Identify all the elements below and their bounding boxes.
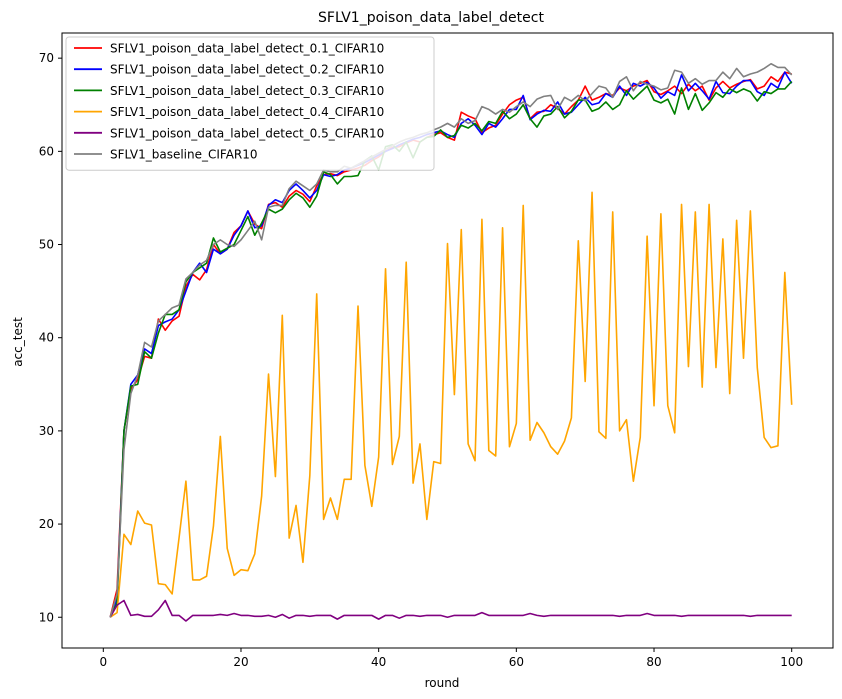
chart-title: SFLV1_poison_data_label_detect: [318, 10, 544, 26]
x-tick-label: 20: [233, 655, 248, 669]
x-tick-label: 60: [509, 655, 524, 669]
y-tick-label: 20: [39, 517, 54, 531]
legend-entry: SFLV1_poison_data_label_detect_0.1_CIFAR…: [110, 42, 384, 56]
legend: SFLV1_poison_data_label_detect_0.1_CIFAR…: [65, 36, 435, 171]
legend-entry: SFLV1_poison_data_label_detect_0.5_CIFAR…: [110, 126, 384, 140]
x-tick-label: 0: [99, 655, 107, 669]
x-tick-label: 40: [371, 655, 386, 669]
y-tick-label: 60: [39, 144, 54, 158]
y-tick-label: 10: [39, 610, 54, 624]
legend-entry: SFLV1_poison_data_label_detect_0.3_CIFAR…: [110, 84, 384, 98]
x-tick-label: 80: [646, 655, 661, 669]
y-tick-label: 70: [39, 51, 54, 65]
x-tick-label: 100: [780, 655, 803, 669]
legend-entry: SFLV1_poison_data_label_detect_0.2_CIFAR…: [110, 63, 384, 77]
series-line-3: [109, 191, 793, 618]
series-layer: [109, 62, 793, 622]
x-axis: 0 20 40 60 80 100: [99, 648, 803, 669]
legend-entry: SFLV1_baseline_CIFAR10: [110, 148, 258, 162]
legend-box: [65, 36, 435, 171]
y-axis: 10 20 30 40 50 60 70: [39, 51, 62, 624]
series-line-4: [109, 599, 792, 622]
y-tick-label: 40: [39, 331, 54, 345]
x-axis-label: round: [425, 676, 460, 690]
plot-frame: [61, 32, 834, 649]
legend-entry: SFLV1_poison_data_label_detect_0.4_CIFAR…: [110, 105, 384, 119]
series-line-5: [109, 62, 793, 618]
y-axis-label: acc_test: [11, 317, 25, 367]
y-tick-label: 50: [39, 238, 54, 252]
series-line-2: [109, 80, 793, 618]
y-tick-label: 30: [39, 424, 54, 438]
